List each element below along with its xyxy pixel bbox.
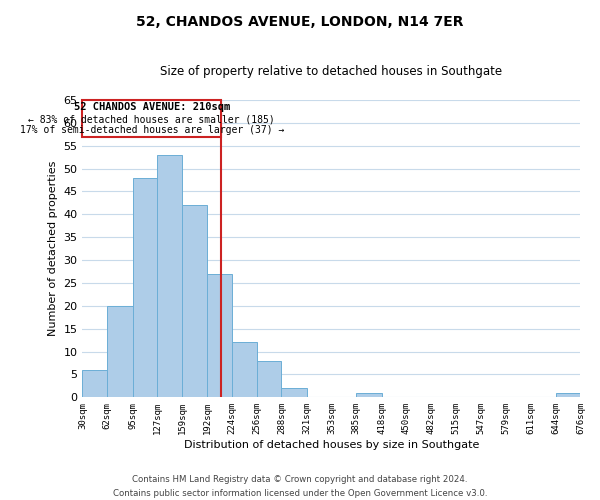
Bar xyxy=(107,306,133,398)
Bar xyxy=(281,388,307,398)
Y-axis label: Number of detached properties: Number of detached properties xyxy=(48,161,58,336)
Bar xyxy=(157,155,182,398)
X-axis label: Distribution of detached houses by size in Southgate: Distribution of detached houses by size … xyxy=(184,440,479,450)
Bar xyxy=(257,360,281,398)
Text: 52, CHANDOS AVENUE, LONDON, N14 7ER: 52, CHANDOS AVENUE, LONDON, N14 7ER xyxy=(136,15,464,29)
Bar xyxy=(82,370,107,398)
Bar xyxy=(232,342,257,398)
Bar xyxy=(356,393,382,398)
Bar xyxy=(208,274,232,398)
Title: Size of property relative to detached houses in Southgate: Size of property relative to detached ho… xyxy=(160,65,503,78)
Bar xyxy=(556,393,580,398)
Text: Contains HM Land Registry data © Crown copyright and database right 2024.
Contai: Contains HM Land Registry data © Crown c… xyxy=(113,476,487,498)
Text: 17% of semi-detached houses are larger (37) →: 17% of semi-detached houses are larger (… xyxy=(20,125,284,135)
Bar xyxy=(82,100,221,136)
Bar xyxy=(182,205,208,398)
Text: 52 CHANDOS AVENUE: 210sqm: 52 CHANDOS AVENUE: 210sqm xyxy=(74,102,230,113)
Bar xyxy=(133,178,157,398)
Text: ← 83% of detached houses are smaller (185): ← 83% of detached houses are smaller (18… xyxy=(28,114,275,124)
